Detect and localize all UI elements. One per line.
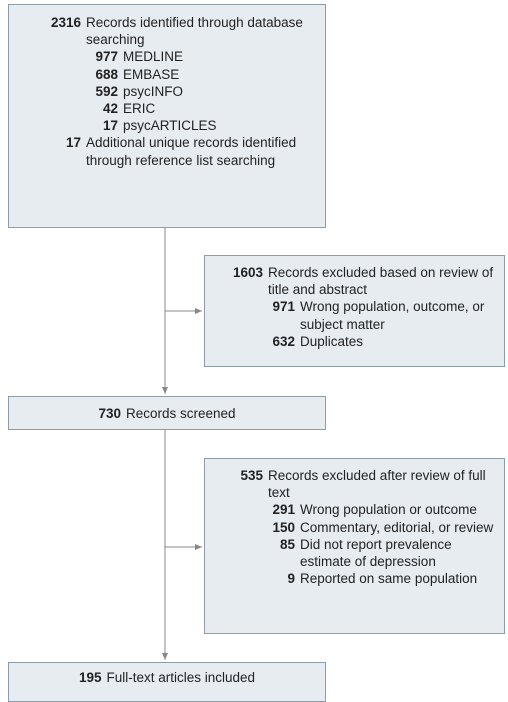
label-block: Did not report prevalence estimate of de…: [295, 536, 496, 570]
label: Records identified through database sear…: [86, 15, 303, 48]
label: Wrong population, outcome, or subject ma…: [300, 299, 485, 332]
label-block: Records excluded after review of full te…: [263, 467, 496, 587]
label: Did not report prevalence estimate of de…: [300, 536, 452, 570]
count: 150: [272, 519, 295, 535]
count: 2316: [50, 15, 81, 30]
label-block: Commentary, editorial, or review: [295, 519, 496, 536]
label: Wrong population or outcome: [300, 502, 477, 518]
label: Records excluded based on review of titl…: [268, 265, 494, 298]
item: 632 Duplicates: [268, 333, 496, 350]
count: 977: [95, 49, 118, 65]
label-block: Additional unique records identified thr…: [81, 134, 317, 168]
item: 17 Additional unique records identified t…: [17, 134, 317, 168]
label: MEDLINE: [123, 49, 184, 65]
label-block: MEDLINE: [118, 48, 317, 65]
label: Additional unique records identified thr…: [86, 135, 297, 168]
sub-items: 977 MEDLINE 688 EMBASE 592 psycINFO 42 ERIC 17 ps…: [86, 48, 317, 134]
label-block: Duplicates: [295, 333, 496, 350]
label: Duplicates: [300, 333, 364, 349]
label-block: Reported on same population: [295, 570, 496, 587]
item: 977 MEDLINE: [86, 48, 317, 65]
count: 1603: [232, 265, 263, 280]
item: 42 ERIC: [86, 100, 317, 117]
box: 730 Records screened: [8, 396, 326, 430]
label: Commentary, editorial, or review: [300, 519, 494, 535]
item: 1603 Records excluded based on review of …: [213, 264, 496, 350]
item: 9 Reported on same population: [268, 570, 496, 587]
count: 85: [279, 536, 295, 552]
count: 632: [272, 333, 295, 349]
box: 1603 Records excluded based on review of …: [204, 255, 505, 367]
count: 971: [272, 299, 295, 315]
box: 195 Full-text articles included: [8, 662, 326, 702]
item: 688 EMBASE: [86, 66, 317, 83]
label-block: psycARTICLES: [118, 117, 317, 134]
count: 42: [102, 101, 118, 117]
count: 730: [98, 406, 121, 421]
item: 971 Wrong population, outcome, or subject…: [268, 298, 496, 332]
label: Records screened: [125, 406, 236, 421]
count: 535: [240, 468, 263, 483]
label: ERIC: [123, 101, 156, 117]
item: 2316 Records identified through database …: [17, 14, 317, 134]
label-block: ERIC: [118, 100, 317, 117]
count: 195: [78, 670, 102, 685]
box: 535 Records excluded after review of full…: [204, 458, 505, 634]
count: 9: [287, 571, 295, 587]
item: 85 Did not report prevalence estimate of …: [268, 536, 496, 570]
label: EMBASE: [123, 66, 180, 82]
box: 2316 Records identified through database …: [8, 4, 326, 228]
label: Records excluded after review of full te…: [268, 468, 486, 501]
label-block: Wrong population or outcome: [295, 501, 496, 518]
item: 592 psycINFO: [86, 83, 317, 100]
count: 17: [65, 135, 81, 151]
label: psycARTICLES: [123, 118, 217, 134]
label: psycINFO: [123, 83, 184, 99]
count: 592: [95, 83, 118, 99]
item: 291 Wrong population or outcome: [268, 501, 496, 518]
label: Full-text articles included: [106, 670, 256, 685]
count: 17: [102, 118, 118, 134]
count: 291: [272, 502, 295, 518]
sub-items: 971 Wrong population, outcome, or subject…: [268, 298, 496, 350]
sub-items: 291 Wrong population or outcome 150 Comment…: [268, 501, 496, 587]
item: 535 Records excluded after review of full…: [213, 467, 496, 587]
item: 150 Commentary, editorial, or review: [268, 519, 496, 536]
label-block: Wrong population, outcome, or subject ma…: [295, 298, 496, 332]
label-block: Records identified through database sear…: [81, 14, 317, 134]
item: 17 psycARTICLES: [86, 117, 317, 134]
label-block: psycINFO: [118, 83, 317, 100]
label-block: EMBASE: [118, 66, 317, 83]
count: 688: [95, 66, 118, 82]
label-block: Records excluded based on review of titl…: [263, 264, 496, 350]
label: Reported on same population: [300, 571, 478, 587]
